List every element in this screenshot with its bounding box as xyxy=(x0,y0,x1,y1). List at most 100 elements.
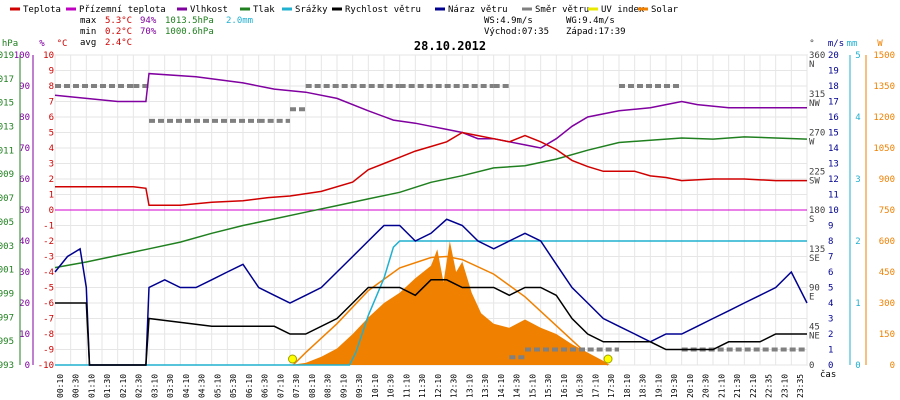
stats-value: 0.2°C xyxy=(105,27,132,37)
rain-line xyxy=(55,240,807,366)
stats-value: 1013.5hPa xyxy=(165,16,214,26)
x-tick-label: 01:10 xyxy=(87,374,96,398)
solar-axis-tick: 0 xyxy=(890,361,895,371)
chart-title: 28.10.2012 xyxy=(414,39,486,53)
direction-label: N xyxy=(809,60,814,70)
speed-axis-tick: 19 xyxy=(828,67,839,77)
solar-axis-tick: 450 xyxy=(879,268,895,278)
humidity-axis-tick: 90 xyxy=(19,82,30,92)
direction-label: NW xyxy=(809,99,820,109)
humidity-line xyxy=(54,72,807,149)
solar-axis-tick: 900 xyxy=(879,175,895,185)
x-tick-label: 12:30 xyxy=(450,374,459,398)
x-tick-label: 00:10 xyxy=(56,374,65,398)
x-tick-label: 02:10 xyxy=(119,374,128,398)
legend-label: Směr větru xyxy=(535,5,589,15)
x-tick-label: 16:30 xyxy=(576,374,585,398)
temperature-axis-tick: 1 xyxy=(49,191,54,201)
speed-axis-tick: 13 xyxy=(828,160,839,170)
stats-value: 70% xyxy=(140,27,157,37)
solar-axis-tick: 1200 xyxy=(873,113,895,123)
temperature-axis-tick: 2 xyxy=(49,175,54,185)
solar-axis-tick: 1050 xyxy=(873,144,895,154)
stats-value: min xyxy=(80,27,96,37)
solar-axis-tick: 1500 xyxy=(873,51,895,61)
pressure-axis-tick: 995 xyxy=(0,337,14,347)
humidity-axis-tick: 60 xyxy=(19,175,30,185)
temperature-axis-tick: 3 xyxy=(49,160,54,170)
temperature-axis-tick: 8 xyxy=(49,82,54,92)
solar-theoretical-line xyxy=(292,255,609,366)
temperature-axis-tick: -9 xyxy=(43,346,54,356)
direction-label: SW xyxy=(809,176,820,186)
x-tick-label: 18:30 xyxy=(639,374,648,398)
pressure-axis-unit: hPa xyxy=(2,39,18,49)
temperature-axis-tick: -2 xyxy=(43,237,54,247)
direction-axis-tick: 180 xyxy=(809,206,825,216)
x-tick-label: 20:10 xyxy=(686,374,695,398)
x-tick-label: 10:30 xyxy=(387,374,396,398)
speed-axis-tick: 6 xyxy=(828,268,833,278)
pressure-line xyxy=(54,136,808,269)
direction-label: SE xyxy=(809,254,820,264)
x-tick-label: 07:10 xyxy=(276,374,285,398)
x-tick-label: 13:30 xyxy=(481,374,490,398)
temperature-axis-tick: -6 xyxy=(43,299,54,309)
x-tick-label: 06:30 xyxy=(261,374,270,398)
pressure-axis-tick: 993 xyxy=(0,361,14,371)
x-tick-label: 03:30 xyxy=(166,374,175,398)
legend-label: Rychlost větru xyxy=(345,5,421,15)
legend-label: Vlhkost xyxy=(190,5,228,15)
speed-axis-tick: 8 xyxy=(828,237,833,247)
humidity-axis-unit: % xyxy=(39,39,45,49)
legend-label: Tlak xyxy=(253,5,275,15)
x-tick-label: 08:10 xyxy=(308,374,317,398)
speed-axis-tick: 16 xyxy=(828,113,839,123)
stats-wg: WG:9.4m/s xyxy=(566,16,615,26)
temperature-axis-tick: -3 xyxy=(43,253,54,263)
x-tick-label: 10:10 xyxy=(371,374,380,398)
stats-value: max xyxy=(80,16,97,26)
stats-value: 2.0mm xyxy=(226,16,253,26)
stats-sunset: Západ:17:39 xyxy=(566,27,626,37)
rain-axis-tick: 2 xyxy=(855,237,860,247)
x-tick-label: 03:10 xyxy=(150,374,159,398)
x-tick-label: 04:30 xyxy=(198,374,207,398)
speed-axis-tick: 18 xyxy=(828,82,839,92)
temperature-line xyxy=(55,131,807,207)
x-tick-label: 21:30 xyxy=(733,374,742,398)
x-tick-label: 01:30 xyxy=(103,374,112,398)
x-tick-label: 09:30 xyxy=(355,374,364,398)
direction-axis-tick: 45 xyxy=(809,322,820,332)
x-tick-label: 23:10 xyxy=(780,374,789,398)
legend-label: Teplota xyxy=(23,5,61,15)
temperature-axis-tick: 4 xyxy=(49,144,54,154)
speed-axis-tick: 2 xyxy=(828,330,833,340)
x-tick-label: 15:10 xyxy=(528,374,537,398)
wind-gust-line xyxy=(54,218,808,366)
x-tick-label: 20:30 xyxy=(702,374,711,398)
x-tick-label: 18:10 xyxy=(623,374,632,398)
legend-label: Srážky xyxy=(295,5,328,15)
solar-layer xyxy=(55,241,807,366)
x-tick-label: 13:10 xyxy=(465,374,474,398)
direction-axis-tick: 315 xyxy=(809,90,825,100)
x-tick-label: 16:10 xyxy=(560,374,569,398)
speed-axis-tick: 4 xyxy=(828,299,833,309)
stats-panel: max 5.3°C 94% 1013.5hPa 2.0mm min 0.2°C 70% 1000… xyxy=(80,16,626,48)
direction-label: E xyxy=(809,293,814,303)
pressure-axis-tick: 1013 xyxy=(0,123,14,133)
solar-axis-tick: 300 xyxy=(879,299,895,309)
temperature-axis-tick: -8 xyxy=(43,330,54,340)
humidity-axis-tick: 80 xyxy=(19,113,30,123)
speed-axis-tick: 9 xyxy=(828,222,833,232)
solar-area xyxy=(55,241,807,365)
x-tick-label: 07:30 xyxy=(292,374,301,398)
uv-marker xyxy=(603,354,613,364)
